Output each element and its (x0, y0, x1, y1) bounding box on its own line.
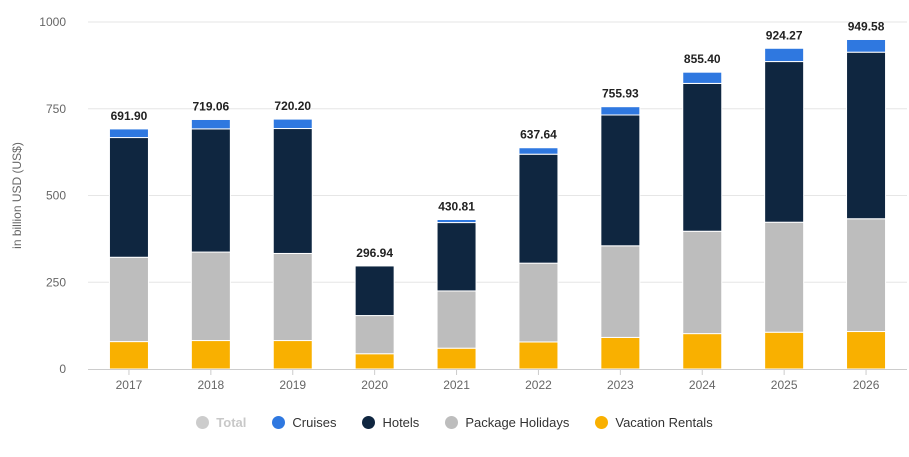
bar-segment-package-holidays[interactable] (846, 218, 887, 333)
bar-segment-vacation-rentals[interactable] (682, 333, 723, 370)
x-axis-ticks: 2017 2018 2019 2020 2021 2022 2023 2024 2025 2026 (116, 369, 880, 392)
bar-segment-package-holidays[interactable] (682, 230, 723, 335)
y-tick-label: 0 (59, 362, 66, 376)
legend-item-cruises[interactable]: Cruises (272, 415, 336, 430)
bar-segment-cruises[interactable] (272, 118, 313, 130)
bar-segment-hotels[interactable] (764, 61, 805, 223)
bar-segment-hotels[interactable] (518, 153, 559, 264)
bar-segment-cruises[interactable] (190, 118, 231, 130)
legend-item-total[interactable]: Total (196, 415, 246, 430)
y-tick-label: 500 (46, 189, 66, 203)
bar-segment-hotels[interactable] (682, 82, 723, 232)
bar-segment-package-holidays[interactable] (190, 251, 231, 342)
total-data-label: 755.93 (602, 87, 639, 101)
total-data-label: 296.94 (356, 246, 393, 260)
legend-swatch-vacation-rentals (595, 415, 609, 429)
legend-label-package-holidays: Package Holidays (465, 414, 570, 430)
y-axis-ticks: 0 250 500 750 1000 (39, 15, 66, 376)
bar-segment-cruises[interactable] (846, 38, 887, 53)
bar-segment-package-holidays[interactable] (764, 221, 805, 333)
bar-segment-vacation-rentals[interactable] (436, 347, 477, 370)
bar-segment-package-holidays[interactable] (272, 252, 313, 342)
total-data-label: 855.40 (684, 52, 721, 66)
bar-segment-vacation-rentals[interactable] (764, 331, 805, 370)
x-tick-label: 2026 (853, 378, 880, 392)
total-data-label: 924.27 (766, 28, 803, 42)
y-tick-label: 750 (46, 102, 66, 116)
bar-segment-vacation-rentals[interactable] (272, 340, 313, 370)
bar-segment-cruises[interactable] (518, 147, 559, 155)
legend-label-total: Total (216, 414, 247, 430)
bar-segment-cruises[interactable] (600, 106, 641, 116)
y-axis-label: in billion USD (US$) (10, 142, 24, 249)
bar-segment-hotels[interactable] (272, 128, 313, 254)
bar-segment-cruises[interactable] (682, 71, 723, 84)
legend-swatch-package-holidays (445, 415, 459, 429)
y-tick-label: 250 (46, 275, 66, 289)
legend-label-cruises: Cruises (292, 414, 337, 430)
legend-item-hotels[interactable]: Hotels (362, 415, 419, 430)
x-tick-label: 2025 (771, 378, 798, 392)
legend-swatch-hotels (362, 415, 376, 429)
bar-segment-vacation-rentals[interactable] (108, 341, 149, 370)
bar-segment-cruises[interactable] (436, 219, 477, 224)
bar-segment-vacation-rentals[interactable] (600, 336, 641, 370)
bar-segment-package-holidays[interactable] (436, 290, 477, 349)
total-data-label: 430.81 (438, 200, 475, 214)
x-tick-label: 2024 (689, 378, 716, 392)
bar-segment-hotels[interactable] (436, 222, 477, 292)
bar-segment-hotels[interactable] (190, 128, 231, 253)
bar-segment-package-holidays[interactable] (354, 315, 395, 355)
bar-segment-vacation-rentals[interactable] (190, 340, 231, 370)
bar-segment-cruises[interactable] (108, 128, 149, 139)
bar-segment-vacation-rentals[interactable] (518, 341, 559, 370)
legend-item-vacation-rentals[interactable]: Vacation Rentals (595, 414, 713, 430)
bar-segment-vacation-rentals[interactable] (846, 331, 887, 370)
y-tick-label: 1000 (39, 15, 66, 29)
bar-segment-hotels[interactable] (600, 114, 641, 247)
total-data-label: 637.64 (520, 128, 557, 142)
legend-label-hotels: Hotels (382, 414, 420, 430)
bar-segment-package-holidays[interactable] (600, 245, 641, 338)
total-data-label: 949.58 (848, 19, 885, 33)
bars (108, 38, 887, 370)
x-tick-label: 2019 (279, 378, 306, 392)
bar-segment-vacation-rentals[interactable] (354, 353, 395, 370)
legend: Total Cruises Hotels Package Holidays Va… (0, 410, 909, 434)
x-tick-label: 2021 (443, 378, 470, 392)
legend-label-vacation-rentals: Vacation Rentals (615, 414, 713, 430)
x-tick-label: 2018 (197, 378, 224, 392)
bar-segment-hotels[interactable] (846, 51, 887, 220)
bar-segment-package-holidays[interactable] (518, 262, 559, 343)
bar-segment-package-holidays[interactable] (108, 256, 149, 343)
bar-segment-hotels[interactable] (354, 265, 395, 317)
x-tick-label: 2017 (116, 378, 143, 392)
bar-segment-cruises[interactable] (764, 47, 805, 63)
stacked-bar-chart: 0 250 500 750 1000 691.90 719.06 720.20 296.94 4… (10, 15, 907, 392)
total-data-label: 720.20 (274, 99, 311, 113)
total-labels: 691.90 719.06 720.20 296.94 430.81 637.64 755.… (111, 19, 885, 259)
legend-swatch-cruises (272, 415, 286, 429)
bar-segment-hotels[interactable] (108, 137, 149, 258)
legend-swatch-total (196, 415, 210, 429)
x-tick-label: 2022 (525, 378, 552, 392)
x-tick-label: 2020 (361, 378, 388, 392)
x-tick-label: 2023 (607, 378, 634, 392)
total-data-label: 719.06 (192, 99, 229, 113)
legend-item-package-holidays[interactable]: Package Holidays (445, 415, 569, 430)
total-data-label: 691.90 (111, 109, 148, 123)
